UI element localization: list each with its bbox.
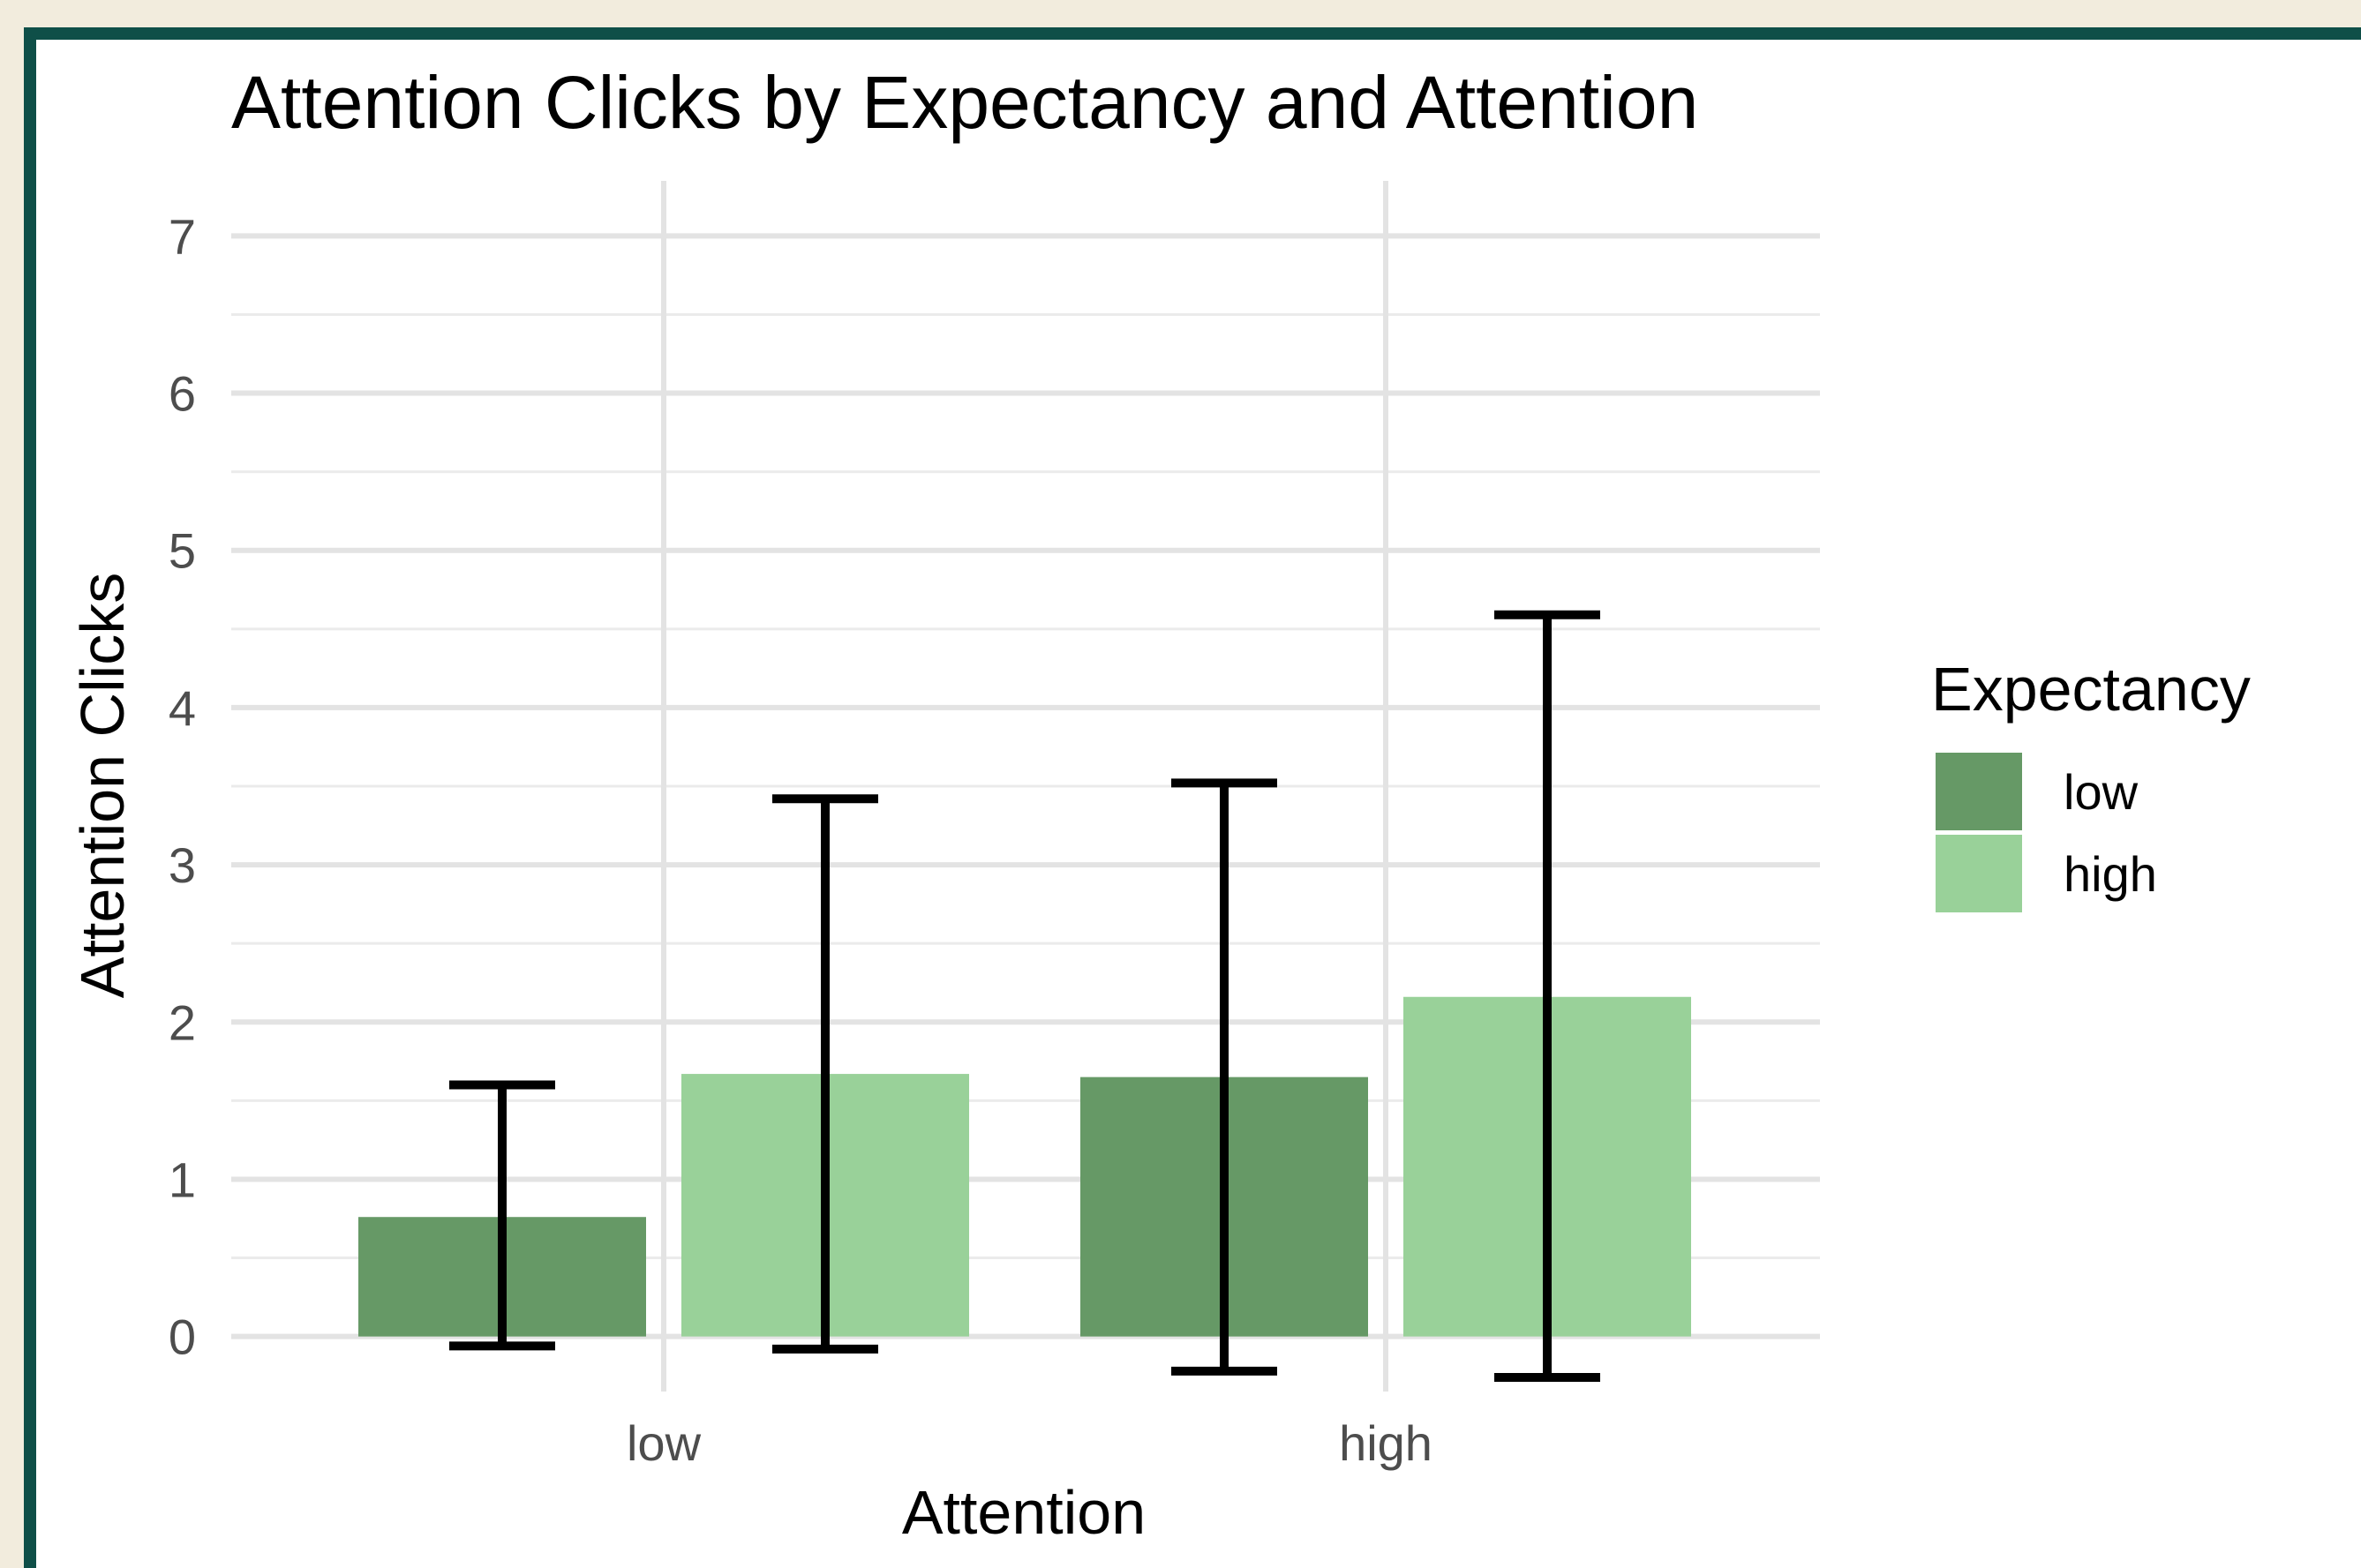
y-axis-title: Attention Clicks — [68, 573, 137, 998]
y-tick-label: 6 — [169, 366, 196, 422]
y-tick-label: 5 — [169, 523, 196, 579]
chart-title: Attention Clicks by Expectancy and Atten… — [231, 61, 1698, 144]
legend-swatch — [1936, 835, 2022, 912]
y-tick-label: 2 — [169, 994, 196, 1050]
y-tick-label: 4 — [169, 680, 196, 736]
y-tick-labels: 0 1 2 3 4 5 6 7 — [169, 208, 196, 1364]
x-tick-label: high — [1339, 1415, 1432, 1471]
legend: Expectancy low high — [1931, 655, 2251, 912]
y-tick-label: 1 — [169, 1152, 196, 1207]
x-axis-title: Attention — [902, 1478, 1146, 1547]
legend-label: low — [2064, 764, 2139, 820]
y-tick-label: 0 — [169, 1309, 196, 1365]
bars-layer — [358, 996, 1691, 1337]
x-tick-label: low — [627, 1415, 702, 1471]
y-tick-label: 7 — [169, 208, 196, 264]
legend-swatch — [1936, 753, 2022, 830]
errorbar-layer — [449, 610, 1600, 1382]
legend-title: Expectancy — [1931, 655, 2251, 724]
legend-label: high — [2064, 846, 2157, 902]
x-tick-labels: low high — [627, 1415, 1432, 1471]
legend-items: low high — [1936, 753, 2157, 912]
y-tick-label: 3 — [169, 837, 196, 893]
